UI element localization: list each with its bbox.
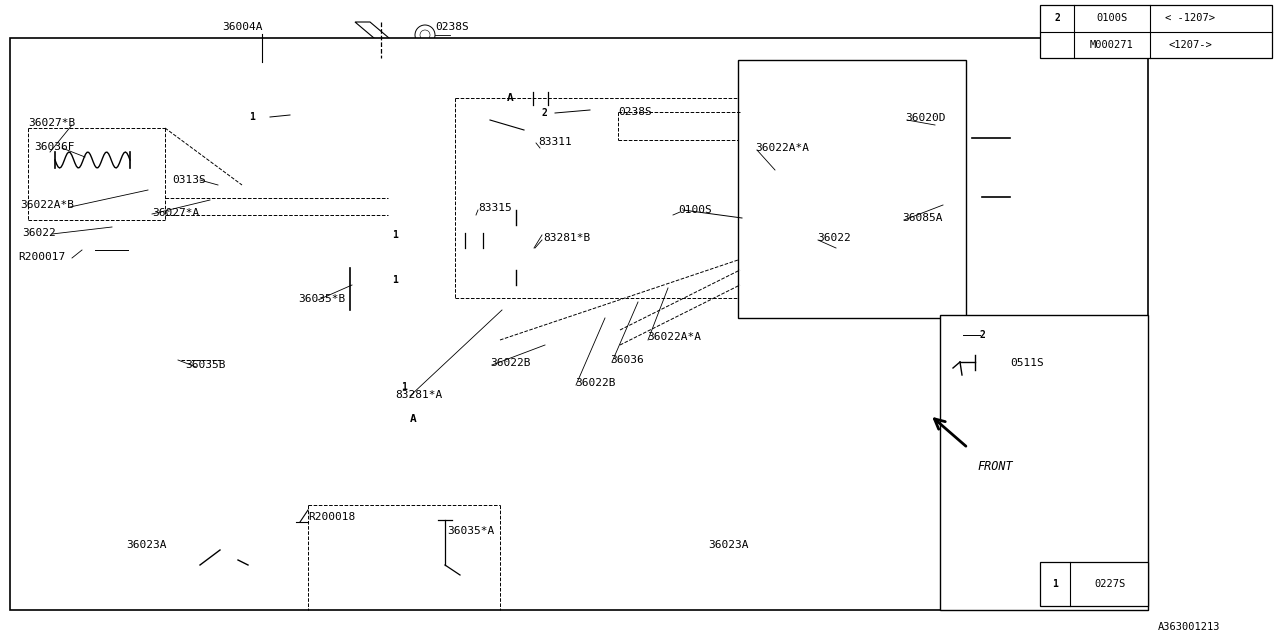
Polygon shape [90, 570, 200, 598]
Text: 36022A*A: 36022A*A [755, 143, 809, 153]
Polygon shape [739, 232, 826, 265]
Text: 1: 1 [392, 275, 398, 285]
Text: 2: 2 [979, 330, 984, 340]
Text: 36035*B: 36035*B [298, 294, 346, 304]
Text: 0100S: 0100S [678, 205, 712, 215]
Polygon shape [38, 565, 255, 600]
Polygon shape [456, 195, 498, 233]
Text: 36036: 36036 [611, 355, 644, 365]
Polygon shape [291, 92, 317, 130]
Polygon shape [212, 358, 270, 560]
Text: 36022A*B: 36022A*B [20, 200, 74, 210]
Text: 0313S: 0313S [172, 175, 206, 185]
Text: 36022: 36022 [817, 233, 851, 243]
Polygon shape [291, 128, 317, 165]
Bar [10, 38, 1148, 610]
Text: 1: 1 [392, 230, 398, 240]
Text: R200017: R200017 [18, 252, 65, 262]
Polygon shape [509, 245, 721, 356]
Bar [404, 409, 422, 427]
Polygon shape [498, 225, 534, 265]
Polygon shape [210, 305, 255, 360]
Text: 36022A*A: 36022A*A [646, 332, 701, 342]
Text: 0238S: 0238S [618, 107, 652, 117]
Text: <1207->: <1207-> [1169, 40, 1212, 50]
Polygon shape [742, 80, 920, 230]
Bar [739, 60, 966, 318]
Text: 36022B: 36022B [490, 358, 530, 368]
Text: 0100S: 0100S [1097, 13, 1128, 23]
Polygon shape [355, 22, 415, 60]
Polygon shape [215, 228, 248, 330]
Text: R200018: R200018 [308, 512, 356, 522]
Text: 1: 1 [250, 112, 255, 122]
Text: 0227S: 0227S [1094, 579, 1125, 589]
Text: M000271: M000271 [1091, 40, 1134, 50]
Polygon shape [308, 75, 422, 170]
Polygon shape [155, 207, 241, 248]
Text: 83281*B: 83281*B [543, 233, 590, 243]
Bar [500, 88, 518, 106]
Text: 36022B: 36022B [575, 378, 616, 388]
Text: 0238S: 0238S [435, 22, 468, 32]
Text: 36023A: 36023A [125, 540, 166, 550]
Text: < -1207>: < -1207> [1165, 13, 1215, 23]
Polygon shape [340, 310, 360, 335]
Circle shape [511, 262, 521, 272]
Text: 36035*A: 36035*A [447, 526, 494, 536]
Text: 2: 2 [1053, 13, 1060, 23]
Text: 36085A: 36085A [902, 213, 942, 223]
Text: A363001213: A363001213 [1158, 622, 1221, 632]
Text: 83281*A: 83281*A [396, 390, 443, 400]
Circle shape [511, 202, 521, 212]
Text: A: A [507, 93, 513, 103]
Text: 36035B: 36035B [186, 360, 225, 370]
Polygon shape [291, 58, 448, 182]
Text: 1: 1 [401, 382, 407, 392]
Text: 36022: 36022 [22, 228, 56, 238]
Text: 36027*B: 36027*B [28, 118, 76, 128]
Bar [1039, 5, 1272, 58]
Polygon shape [695, 255, 745, 550]
Text: 83315: 83315 [477, 203, 512, 213]
Text: 0511S: 0511S [1010, 358, 1043, 368]
Text: 36027*A: 36027*A [152, 208, 200, 218]
Text: 83311: 83311 [538, 137, 572, 147]
Polygon shape [498, 285, 534, 325]
Polygon shape [920, 108, 972, 170]
Polygon shape [522, 105, 564, 150]
Text: A: A [410, 414, 416, 424]
Polygon shape [618, 565, 748, 600]
Text: 36023A: 36023A [708, 540, 749, 550]
Text: 2: 2 [541, 108, 547, 118]
Text: 36020D: 36020D [905, 113, 946, 123]
Bar [1039, 562, 1148, 606]
Polygon shape [650, 570, 730, 598]
Text: 1: 1 [1052, 579, 1059, 589]
Polygon shape [942, 180, 982, 213]
Text: 36036F: 36036F [35, 142, 74, 152]
Bar [940, 315, 1148, 610]
Text: 36004A: 36004A [221, 22, 262, 32]
Polygon shape [160, 190, 390, 207]
Text: FRONT: FRONT [977, 460, 1012, 473]
